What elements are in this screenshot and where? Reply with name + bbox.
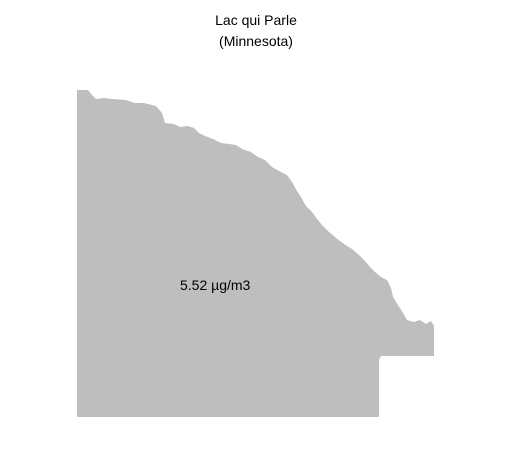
region-value-label: 5.52 µg/m3 [180, 277, 251, 293]
county-region-shape [77, 90, 434, 417]
map-title: Lac qui Parle [215, 12, 297, 28]
map-subtitle: (Minnesota) [219, 33, 293, 49]
